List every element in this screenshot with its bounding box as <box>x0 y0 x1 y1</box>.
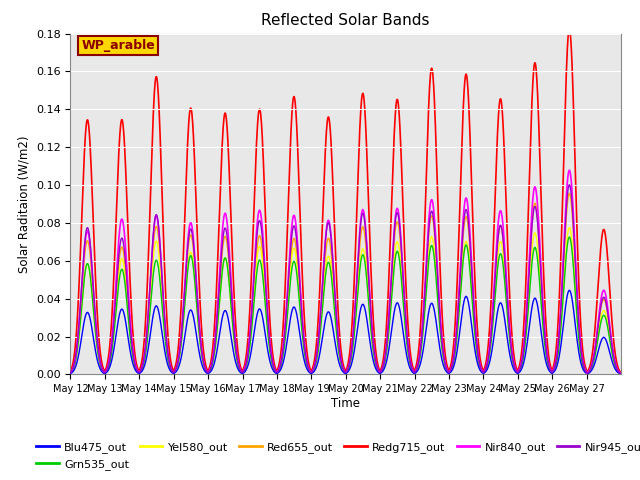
Text: WP_arable: WP_arable <box>81 39 155 52</box>
Line: Blu475_out: Blu475_out <box>70 290 621 374</box>
X-axis label: Time: Time <box>331 397 360 410</box>
Line: Nir840_out: Nir840_out <box>70 170 621 373</box>
Line: Yel580_out: Yel580_out <box>70 228 621 373</box>
Line: Grn535_out: Grn535_out <box>70 237 621 373</box>
Y-axis label: Solar Raditaion (W/m2): Solar Raditaion (W/m2) <box>17 135 30 273</box>
Line: Nir945_out: Nir945_out <box>70 185 621 373</box>
Title: Reflected Solar Bands: Reflected Solar Bands <box>261 13 430 28</box>
Line: Red655_out: Red655_out <box>70 193 621 373</box>
Legend: Blu475_out, Grn535_out, Yel580_out, Red655_out, Redg715_out, Nir840_out, Nir945_: Blu475_out, Grn535_out, Yel580_out, Red6… <box>32 438 640 474</box>
Line: Redg715_out: Redg715_out <box>70 29 621 372</box>
